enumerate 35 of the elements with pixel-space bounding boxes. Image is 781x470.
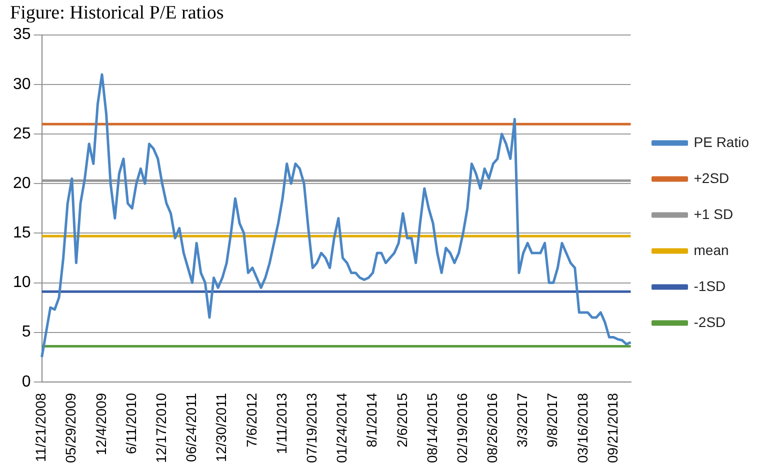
x-tick-label: 08/26/2016 [484,392,500,464]
legend-label: PE Ratio [694,134,750,150]
legend-label: -2SD [694,314,726,330]
x-tick-label: 03/16/2018 [574,392,590,464]
y-tick-label: 30 [13,76,31,93]
y-tick-label: 15 [13,224,31,242]
x-tick-label: 8/1/2014 [364,392,380,448]
legend-label: +1 SD [694,206,734,222]
x-tick-label: 12/17/2010 [153,392,170,464]
x-tick-label: 06/24/2011 [183,392,200,462]
x-tick-label: 7/6/2012 [243,392,260,448]
x-tick-label: 05/29/2009 [62,392,79,464]
y-tick-label: 0 [22,373,31,390]
x-tick-label: 6/11/2010 [122,392,139,454]
x-tick-label: 12/30/2011 [213,392,230,462]
x-tick-label: 01/24/2014 [334,392,350,464]
legend-label: mean [694,242,729,258]
y-tick-label: 35 [13,26,31,44]
x-tick-label: 2/6/2015 [394,392,410,448]
x-tick-label: 11/21/2008 [32,392,49,462]
x-tick-label: 12/4/2009 [92,392,109,456]
y-tick-label: 5 [22,324,31,341]
chart-title: Figure: Historical P/E ratios [10,2,224,24]
legend-label: -1SD [694,278,726,294]
y-tick-label: 10 [13,274,31,292]
x-tick-label: 3/3/2017 [514,392,530,448]
legend-label: +2SD [694,170,730,186]
x-tick-label: 1/11/2013 [273,392,290,454]
x-tick-label: 9/8/2017 [544,392,560,448]
x-tick-label: 09/21/2018 [604,392,620,464]
y-tick-label: 25 [13,125,31,142]
x-tick-label: 08/14/2015 [424,392,440,464]
x-tick-label: 07/19/2013 [303,392,320,464]
x-tick-label: 02/19/2016 [454,392,470,464]
y-tick-label: 20 [13,174,31,192]
